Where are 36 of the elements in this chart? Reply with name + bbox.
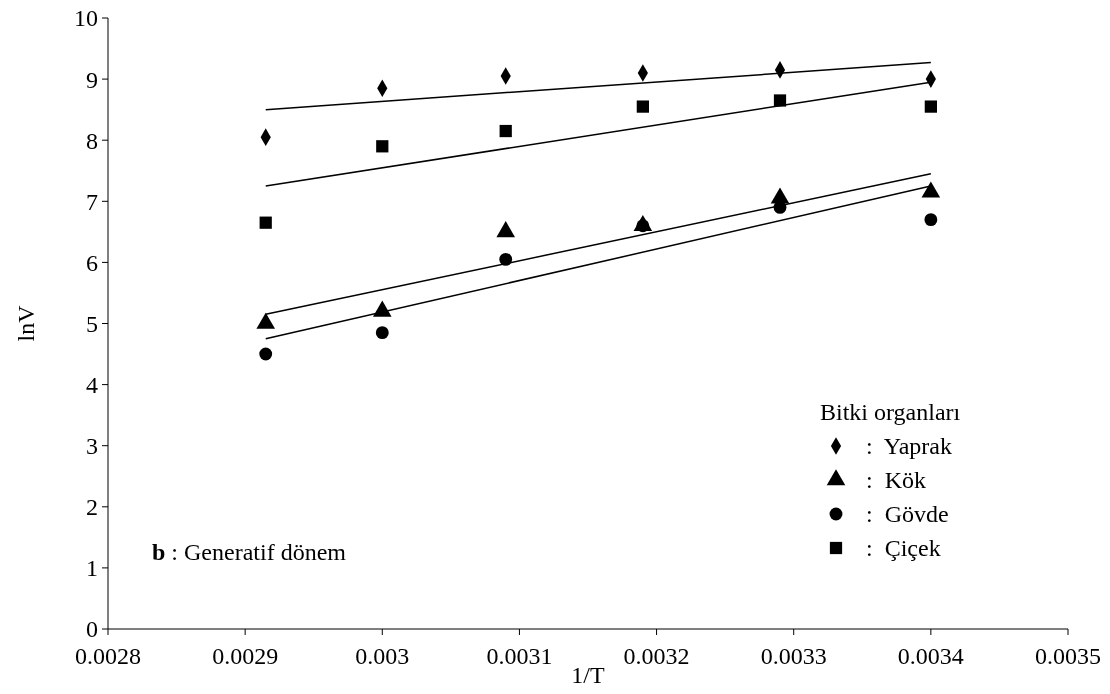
point [499, 124, 512, 138]
point [259, 347, 273, 361]
legend-label: : Yaprak [866, 433, 953, 459]
point [773, 94, 787, 107]
y-tick-label: 10 [74, 5, 98, 32]
legend-label: : Çiçek [866, 535, 941, 561]
y-tick-label: 7 [86, 188, 98, 215]
y-tick-label: 0 [86, 616, 98, 643]
point [376, 140, 389, 153]
annotation: b : Generatif dönem [152, 539, 347, 565]
legend-label: : Gövde [866, 501, 949, 527]
y-tick-label: 5 [86, 310, 98, 337]
x-tick-label: 0.0035 [1035, 643, 1101, 669]
x-tick-label: 0.0029 [212, 643, 279, 669]
x-tick-label: 0.0032 [623, 643, 690, 669]
y-tick-label: 1 [86, 555, 98, 582]
x-axis-title: 1/T [571, 662, 605, 688]
y-tick-label: 6 [86, 249, 98, 276]
y-tick-label: 4 [86, 372, 98, 398]
legend-title: Bitki organları [820, 399, 961, 425]
point [259, 216, 272, 229]
legend-label: : Kök [866, 467, 926, 493]
point [924, 100, 937, 113]
y-axis-title: lnV [13, 304, 39, 342]
x-tick-label: 0.0028 [75, 643, 141, 669]
x-tick-label: 0.0031 [486, 643, 553, 669]
point [636, 100, 649, 113]
point [375, 326, 389, 340]
point [924, 213, 938, 227]
x-tick-label: 0.0033 [760, 643, 827, 669]
x-tick-label: 0.0034 [897, 643, 964, 669]
y-tick-label: 3 [86, 433, 98, 460]
y-tick-label: 8 [86, 127, 98, 154]
x-tick-label: 0.003 [355, 643, 410, 669]
y-tick-label: 2 [86, 494, 98, 521]
y-tick-label: 9 [86, 66, 98, 93]
